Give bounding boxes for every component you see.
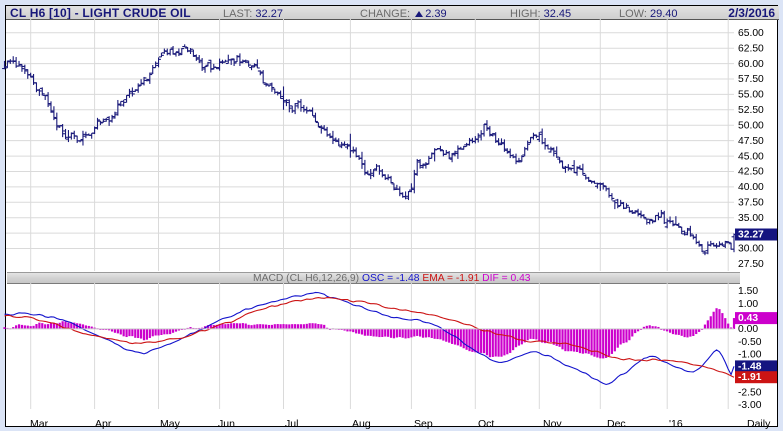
svg-text:65.00: 65.00 [738, 28, 764, 39]
svg-text:0.43: 0.43 [738, 313, 758, 324]
svg-text:27.50: 27.50 [738, 259, 764, 270]
svg-text:60.00: 60.00 [738, 59, 764, 70]
svg-text:57.50: 57.50 [738, 74, 764, 85]
svg-text:47.50: 47.50 [738, 136, 764, 147]
svg-text:-3.00: -3.00 [738, 400, 762, 411]
svg-text:50.00: 50.00 [738, 120, 764, 131]
svg-text:40.00: 40.00 [738, 182, 764, 193]
svg-text:-2.50: -2.50 [738, 387, 762, 398]
svg-text:1.00: 1.00 [738, 299, 758, 310]
svg-text:-1.91: -1.91 [738, 372, 762, 383]
svg-text:0.00: 0.00 [738, 324, 758, 335]
svg-text:45.00: 45.00 [738, 151, 764, 162]
svg-text:-0.50: -0.50 [738, 337, 762, 348]
svg-text:37.50: 37.50 [738, 198, 764, 209]
svg-text:55.00: 55.00 [738, 90, 764, 101]
svg-text:-1.00: -1.00 [738, 349, 762, 360]
svg-text:30.00: 30.00 [738, 244, 764, 255]
svg-text:-1.48: -1.48 [738, 361, 762, 372]
svg-text:52.50: 52.50 [738, 105, 764, 116]
svg-text:42.50: 42.50 [738, 167, 764, 178]
svg-text:32.27: 32.27 [738, 230, 764, 241]
svg-text:35.00: 35.00 [738, 213, 764, 224]
svg-text:62.50: 62.50 [738, 43, 764, 54]
svg-text:1.50: 1.50 [738, 286, 758, 297]
